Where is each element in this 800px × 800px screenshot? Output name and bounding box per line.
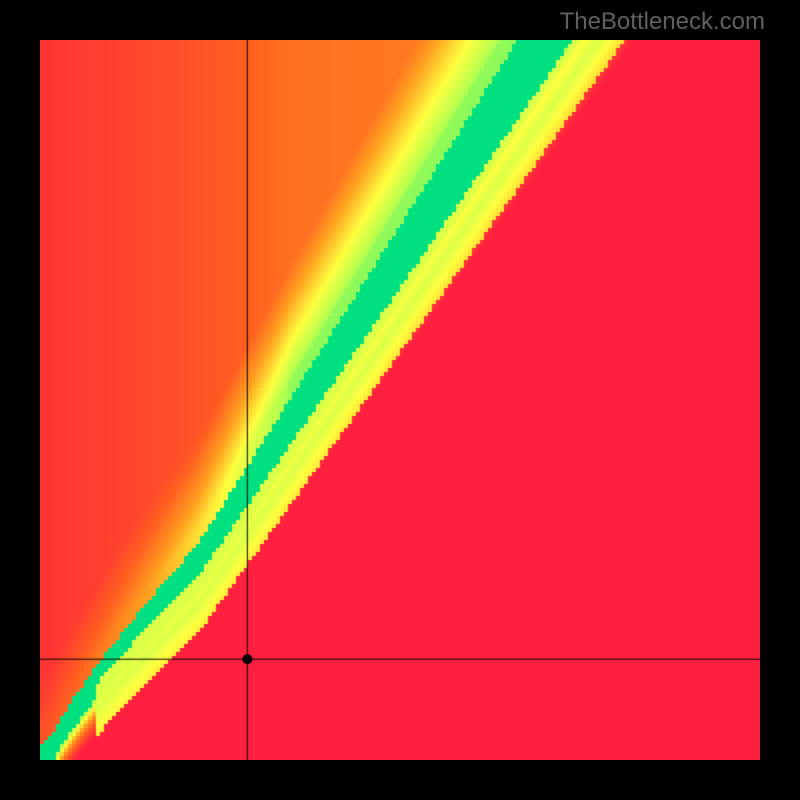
watermark-text: TheBottleneck.com [560, 8, 765, 36]
heatmap-canvas [40, 40, 760, 760]
bottleneck-heatmap [40, 40, 760, 760]
